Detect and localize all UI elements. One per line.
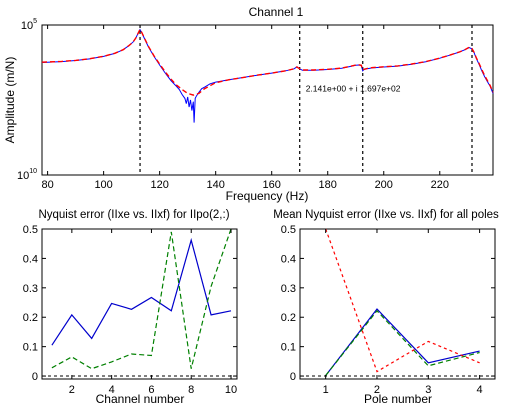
nyquist-pole-y-ticks: 0 0.1 0.2 0.3 0.4 0.5: [281, 224, 495, 383]
y-tick-label: 0.3: [23, 283, 38, 295]
x-tick-label: 180: [319, 179, 337, 191]
x-tick-label: 2: [374, 384, 380, 396]
y-tick-label: 0.1: [281, 342, 296, 354]
nyquist-pole-x-label: Pole number: [364, 392, 432, 406]
y-tick-label: 0: [290, 371, 296, 383]
nyquist-channel-series: [51, 228, 232, 370]
x-tick-label: 8: [188, 384, 194, 396]
nyquist-pole-title: Mean Nyquist error (IIxe vs. IIxf) for a…: [273, 209, 499, 221]
y-tick-label: 1010: [17, 168, 37, 182]
error-line-dotted: [325, 228, 480, 373]
error-line-solid: [51, 237, 232, 346]
x-tick-label: 200: [375, 179, 393, 191]
y-tick-label: 0.4: [23, 253, 38, 265]
x-tick-label: 10: [225, 384, 237, 396]
nyquist-channel-x-ticks: 2 4 6 8 10: [69, 229, 237, 396]
nyquist-channel-x-label: Channel number: [96, 392, 185, 406]
x-tick-label: 3: [425, 384, 431, 396]
x-tick-label: 4: [109, 384, 115, 396]
y-tick-label: 0.1: [23, 342, 38, 354]
frf-series: [41, 28, 494, 123]
frf-y-ticks: 105 1010: [17, 18, 46, 182]
x-tick-label: 1: [323, 384, 329, 396]
x-tick-label: 220: [431, 179, 449, 191]
y-tick-label: 0.5: [23, 224, 38, 236]
nyquist-channel-y-ticks: 0 0.1 0.2 0.3 0.4 0.5: [23, 224, 237, 383]
y-tick-label: 0.2: [281, 312, 296, 324]
frf-title: Channel 1: [249, 5, 304, 19]
frf-axes-box: [41, 24, 494, 176]
nyquist-pole-series: [325, 228, 480, 376]
frf-x-label: Frequency (Hz): [226, 189, 309, 203]
y-tick-label: 0.5: [281, 224, 296, 236]
nyquist-channel-panel: Nyquist error (IIxe vs. IIxf) for IIpo(2…: [23, 209, 238, 406]
nyquist-pole-panel: Mean Nyquist error (IIxe vs. IIxf) for a…: [273, 209, 499, 406]
x-tick-label: 160: [263, 179, 281, 191]
synthesized-frf-line: [41, 28, 494, 96]
y-tick-label: 0.3: [281, 283, 296, 295]
nyquist-pole-x-ticks: 1 2 3 4: [323, 229, 483, 396]
x-tick-label: 2: [69, 384, 75, 396]
frf-y-label: Amplitude (m/N): [3, 57, 17, 144]
x-tick-label: 100: [94, 179, 112, 191]
y-tick-label: 0.4: [281, 253, 296, 265]
x-tick-label: 4: [477, 384, 483, 396]
frf-x-ticks: 80 100 120 140 160 180 200 220: [41, 25, 449, 191]
y-tick-label: 0.2: [23, 312, 38, 324]
y-tick-label: 105: [21, 18, 37, 32]
x-tick-label: 80: [41, 179, 53, 191]
x-tick-label: 120: [150, 179, 168, 191]
pole-annotation: 2.141e+00 + i 1.697e+02: [306, 84, 401, 94]
x-tick-label: 140: [206, 179, 224, 191]
frf-panel: Channel 1 80 100 120 140 160 180 200 220 105 101…: [3, 5, 494, 203]
error-line-dashed: [51, 228, 232, 370]
nyquist-pole-axes-box: [299, 228, 496, 380]
error-line-dashed: [325, 309, 480, 376]
x-tick-label: 6: [148, 384, 154, 396]
y-tick-label: 0: [32, 371, 38, 383]
nyquist-channel-title: Nyquist error (IIxe vs. IIxf) for IIpo(2…: [38, 209, 229, 221]
